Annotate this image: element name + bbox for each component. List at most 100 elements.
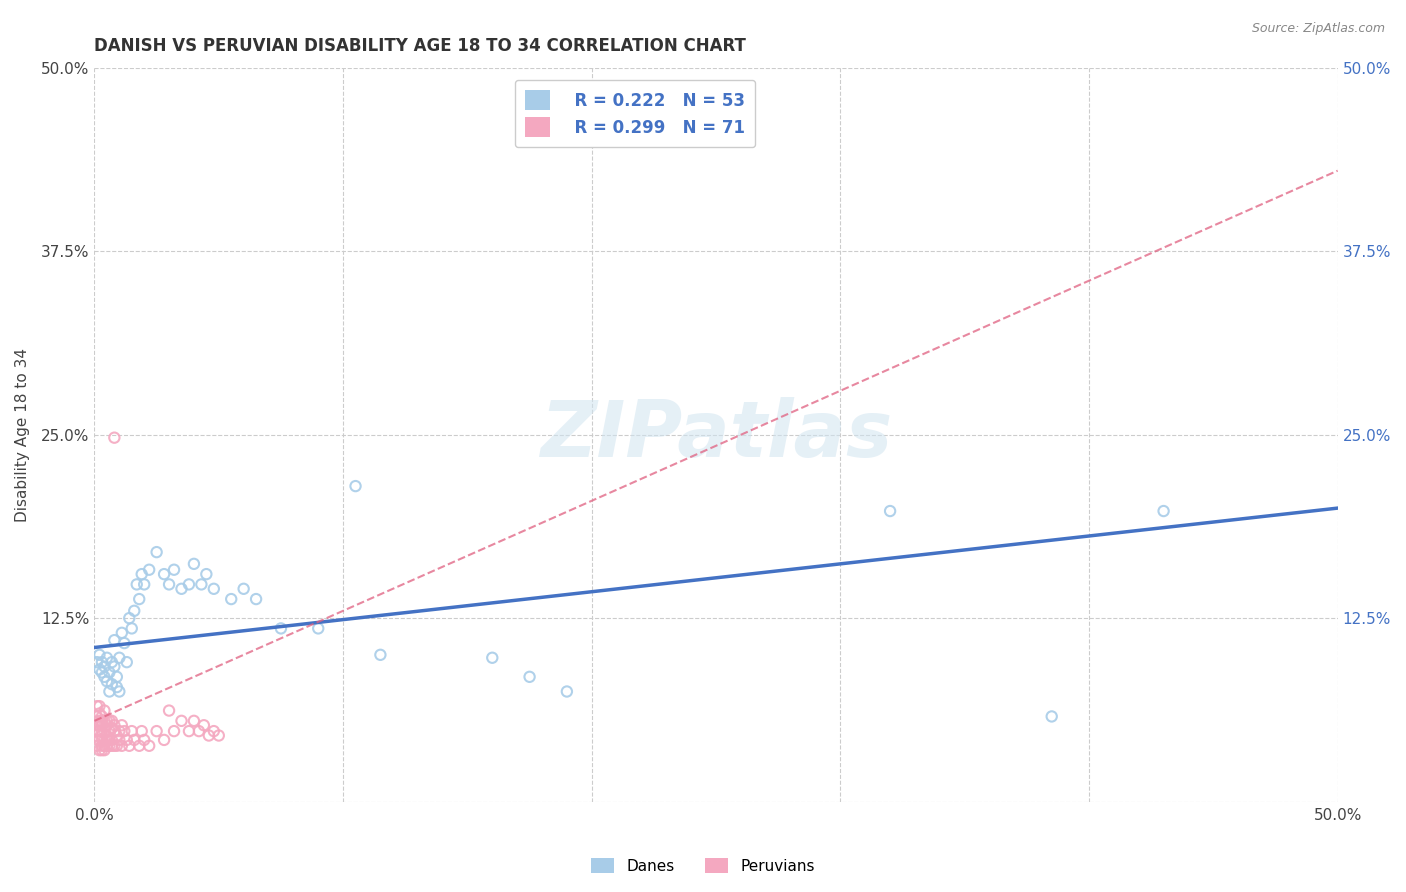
- Legend: Danes, Peruvians: Danes, Peruvians: [585, 852, 821, 880]
- Point: [105, 670, 128, 684]
- Point: [103, 633, 125, 648]
- Point: [128, 739, 150, 753]
- Point: [134, 577, 156, 591]
- Point: [183, 557, 205, 571]
- Point: [101, 739, 124, 753]
- Point: [879, 504, 901, 518]
- Point: [93, 704, 115, 718]
- Point: [128, 592, 150, 607]
- Point: [98, 665, 121, 680]
- Point: [86, 699, 108, 714]
- Point: [131, 567, 153, 582]
- Point: [96, 739, 118, 753]
- Point: [89, 663, 111, 677]
- Point: [96, 718, 118, 732]
- Point: [96, 714, 118, 728]
- Point: [270, 621, 292, 635]
- Point: [195, 567, 218, 582]
- Point: [555, 684, 578, 698]
- Point: [108, 684, 131, 698]
- Point: [93, 743, 115, 757]
- Point: [134, 733, 156, 747]
- Point: [198, 729, 221, 743]
- Point: [125, 577, 148, 591]
- Point: [86, 724, 108, 739]
- Point: [202, 582, 225, 596]
- Point: [89, 733, 111, 747]
- Point: [208, 729, 231, 743]
- Point: [219, 592, 242, 607]
- Point: [90, 655, 112, 669]
- Point: [307, 621, 329, 635]
- Point: [89, 724, 111, 739]
- Point: [138, 563, 160, 577]
- Point: [90, 718, 112, 732]
- Point: [153, 733, 176, 747]
- Point: [86, 709, 108, 723]
- Point: [163, 563, 186, 577]
- Point: [232, 582, 254, 596]
- Point: [153, 567, 176, 582]
- Point: [101, 655, 124, 669]
- Point: [202, 724, 225, 739]
- Point: [187, 724, 209, 739]
- Point: [193, 718, 215, 732]
- Legend:   R = 0.222   N = 53,   R = 0.299   N = 71: R = 0.222 N = 53, R = 0.299 N = 71: [515, 80, 755, 147]
- Point: [111, 625, 134, 640]
- Point: [98, 684, 121, 698]
- Point: [105, 729, 128, 743]
- Point: [103, 718, 125, 732]
- Point: [101, 721, 124, 735]
- Point: [90, 733, 112, 747]
- Point: [111, 718, 134, 732]
- Point: [89, 743, 111, 757]
- Point: [101, 677, 124, 691]
- Point: [122, 733, 145, 747]
- Point: [145, 724, 167, 739]
- Text: DANISH VS PERUVIAN DISABILITY AGE 18 TO 34 CORRELATION CHART: DANISH VS PERUVIAN DISABILITY AGE 18 TO …: [94, 37, 747, 55]
- Text: ZIPatlas: ZIPatlas: [540, 397, 893, 473]
- Point: [177, 724, 200, 739]
- Point: [1153, 504, 1175, 518]
- Point: [519, 670, 541, 684]
- Point: [101, 733, 124, 747]
- Point: [90, 739, 112, 753]
- Point: [157, 577, 180, 591]
- Text: Source: ZipAtlas.com: Source: ZipAtlas.com: [1251, 22, 1385, 36]
- Point: [96, 733, 118, 747]
- Point: [108, 733, 131, 747]
- Point: [93, 724, 115, 739]
- Point: [90, 714, 112, 728]
- Point: [105, 739, 128, 753]
- Point: [245, 592, 267, 607]
- Point: [98, 733, 121, 747]
- Point: [103, 724, 125, 739]
- Point: [344, 479, 367, 493]
- Point: [170, 582, 193, 596]
- Point: [98, 724, 121, 739]
- Point: [98, 714, 121, 728]
- Point: [370, 648, 392, 662]
- Point: [157, 704, 180, 718]
- Point: [112, 724, 135, 739]
- Point: [1040, 709, 1063, 723]
- Y-axis label: Disability Age 18 to 34: Disability Age 18 to 34: [15, 348, 30, 522]
- Point: [90, 709, 112, 723]
- Point: [86, 739, 108, 753]
- Point: [86, 718, 108, 732]
- Point: [90, 724, 112, 739]
- Point: [89, 699, 111, 714]
- Point: [170, 714, 193, 728]
- Point: [93, 733, 115, 747]
- Point: [122, 604, 145, 618]
- Point: [89, 648, 111, 662]
- Point: [121, 621, 143, 635]
- Point: [163, 724, 186, 739]
- Point: [93, 670, 115, 684]
- Point: [101, 714, 124, 728]
- Point: [93, 739, 115, 753]
- Point: [105, 680, 128, 694]
- Point: [481, 650, 503, 665]
- Point: [90, 665, 112, 680]
- Point: [90, 729, 112, 743]
